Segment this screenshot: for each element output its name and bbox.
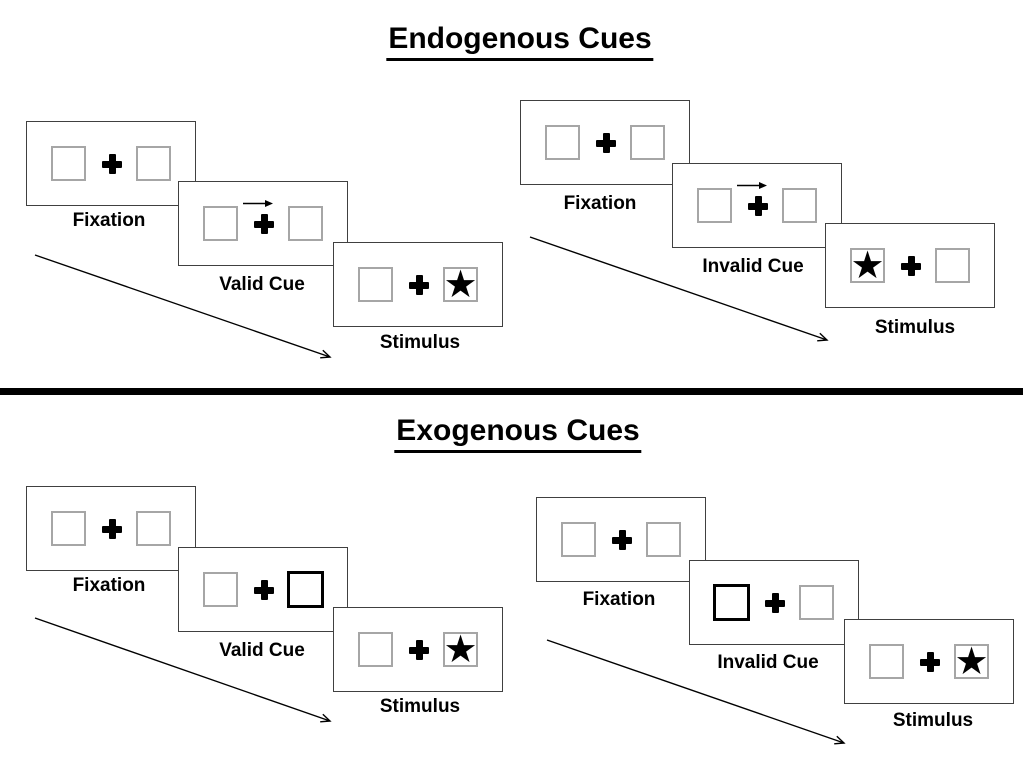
fixation-label: Fixation bbox=[72, 575, 146, 596]
fixation-cross-icon bbox=[254, 214, 274, 234]
right-target-box: ★ bbox=[443, 263, 478, 306]
fixation-label: Fixation bbox=[582, 589, 656, 610]
right-target-box: ★ bbox=[954, 640, 989, 683]
cue-arrow-right-icon bbox=[737, 182, 767, 189]
stimulus-panel: ★ bbox=[333, 607, 503, 692]
fixation-label: Fixation bbox=[72, 210, 146, 231]
right-placeholder-box bbox=[935, 248, 970, 283]
left-placeholder-box bbox=[203, 206, 238, 241]
left-cue-highlight-box bbox=[713, 584, 750, 621]
fixation-cross-icon bbox=[596, 133, 616, 153]
left-placeholder-box bbox=[358, 267, 393, 302]
left-placeholder-box bbox=[545, 125, 580, 160]
right-placeholder-box bbox=[288, 206, 323, 241]
cue-arrow-right-icon bbox=[243, 200, 273, 207]
timeline-arrow-endogenous-invalid bbox=[529, 236, 829, 342]
valid-cue-label: Valid Cue bbox=[219, 274, 305, 295]
valid-cue-panel bbox=[178, 547, 348, 632]
timeline-arrow-endogenous-valid bbox=[34, 254, 332, 359]
stimulus-panel: ★ bbox=[844, 619, 1014, 704]
fixation-cross-icon bbox=[409, 275, 429, 295]
right-placeholder-box bbox=[646, 522, 681, 557]
target-star-icon: ★ bbox=[443, 263, 478, 306]
section-divider bbox=[0, 388, 1023, 395]
fixation-cross-icon bbox=[612, 530, 632, 550]
right-target-box: ★ bbox=[443, 628, 478, 671]
fixation-cross-icon bbox=[901, 256, 921, 276]
timeline-arrow-exogenous-valid bbox=[34, 617, 332, 723]
valid-cue-label: Valid Cue bbox=[219, 640, 305, 661]
invalid-cue-label: Invalid Cue bbox=[702, 256, 804, 277]
left-placeholder-box bbox=[561, 522, 596, 557]
fixation-cross-icon bbox=[409, 640, 429, 660]
fixation-cross-icon bbox=[102, 519, 122, 539]
left-placeholder-box bbox=[358, 632, 393, 667]
left-target-box: ★ bbox=[850, 244, 885, 287]
right-placeholder-box bbox=[630, 125, 665, 160]
right-placeholder-box bbox=[799, 585, 834, 620]
left-placeholder-box bbox=[697, 188, 732, 223]
right-placeholder-box bbox=[782, 188, 817, 223]
fixation-cross-icon bbox=[254, 580, 274, 600]
right-cue-highlight-box bbox=[287, 571, 324, 608]
invalid-cue-panel bbox=[672, 163, 842, 248]
right-placeholder-box bbox=[136, 146, 171, 181]
left-placeholder-box bbox=[51, 511, 86, 546]
stimulus-label: Stimulus bbox=[379, 332, 461, 353]
left-placeholder-box bbox=[51, 146, 86, 181]
stimulus-panel: ★ bbox=[333, 242, 503, 327]
fixation-panel bbox=[26, 121, 196, 206]
target-star-icon: ★ bbox=[850, 244, 885, 287]
invalid-cue-label: Invalid Cue bbox=[717, 652, 819, 673]
fixation-panel bbox=[520, 100, 690, 185]
stimulus-label: Stimulus bbox=[874, 317, 956, 338]
stimulus-label: Stimulus bbox=[892, 710, 974, 731]
exogenous-section-title: Exogenous Cues bbox=[394, 414, 642, 453]
stimulus-label: Stimulus bbox=[379, 696, 461, 717]
valid-cue-panel bbox=[178, 181, 348, 266]
left-placeholder-box bbox=[869, 644, 904, 679]
endogenous-section-title: Endogenous Cues bbox=[386, 22, 654, 61]
stimulus-panel: ★ bbox=[825, 223, 995, 308]
fixation-panel bbox=[26, 486, 196, 571]
target-star-icon: ★ bbox=[954, 640, 989, 683]
fixation-cross-icon bbox=[102, 154, 122, 174]
right-placeholder-box bbox=[136, 511, 171, 546]
target-star-icon: ★ bbox=[443, 628, 478, 671]
fixation-cross-icon bbox=[748, 196, 768, 216]
fixation-cross-icon bbox=[920, 652, 940, 672]
fixation-panel bbox=[536, 497, 706, 582]
fixation-cross-icon bbox=[765, 593, 785, 613]
fixation-label: Fixation bbox=[563, 193, 637, 214]
invalid-cue-panel bbox=[689, 560, 859, 645]
left-placeholder-box bbox=[203, 572, 238, 607]
